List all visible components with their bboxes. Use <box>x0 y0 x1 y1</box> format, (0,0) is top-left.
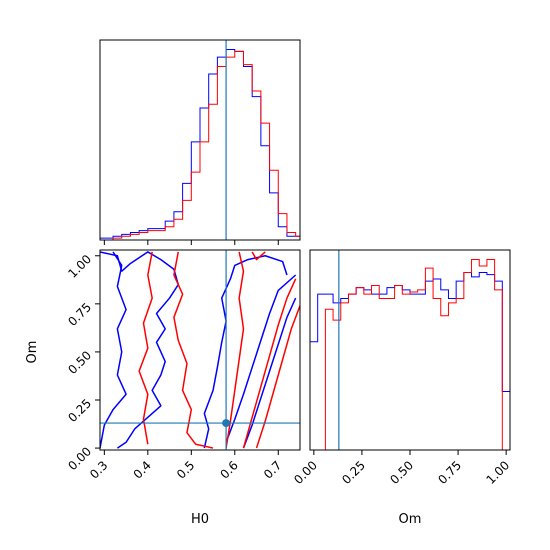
contour-line-2 <box>203 255 288 449</box>
joint-x-tick-label: 0.7 <box>261 458 284 481</box>
h0-hist-series-1 <box>100 50 301 241</box>
joint-y-tick-label: 0.25 <box>65 396 94 425</box>
contour-line-4 <box>242 297 297 449</box>
joint-y-tick-label: 1.00 <box>65 252 94 281</box>
h0-histogram-panel <box>99 39 301 245</box>
y-axis-label-om: Om <box>25 341 40 364</box>
x-axis-label-om: Om <box>399 512 422 527</box>
om-hist-series-1 <box>310 259 510 451</box>
joint-frame <box>99 249 301 451</box>
om-hist-tick-label: 0.75 <box>435 458 464 487</box>
om-hist-tick-label: 0.50 <box>387 458 416 487</box>
joint-y-tick-label: 0.50 <box>65 348 94 377</box>
contour-line-10 <box>251 251 266 261</box>
joint-x-tick-label: 0.3 <box>87 458 110 481</box>
om-hist-frame <box>309 249 511 451</box>
contour-line-1 <box>100 251 127 449</box>
om-hist-tick-label: 1.00 <box>483 458 512 487</box>
joint-x-tick-label: 0.6 <box>218 458 241 481</box>
contour-line-8 <box>242 278 297 449</box>
joint-x-tick-label: 0.4 <box>131 458 154 481</box>
contour-line-5 <box>138 251 153 445</box>
joint-contours <box>100 251 300 449</box>
om-hist-tick-label: 0.25 <box>339 458 368 487</box>
om-hist-series-0 <box>309 272 511 450</box>
om-hist-tick-label: 0.00 <box>291 458 320 487</box>
h0-hist-frame <box>99 39 301 241</box>
contour-line-7 <box>225 251 245 449</box>
h0-om-contour-panel: 0.3 0.4 0.5 0.6 0.70.000.250.500.751.00 <box>65 249 301 482</box>
om-histogram-panel: 0.00 0.25 0.50 0.75 1.00 <box>291 249 512 487</box>
contour-line-9 <box>255 305 300 449</box>
contour-line-3 <box>225 274 297 443</box>
contour-line-0 <box>100 251 180 449</box>
joint-truth-point <box>222 419 231 428</box>
joint-y-tick-label: 0.75 <box>65 300 94 329</box>
joint-x-tick-label: 0.5 <box>174 458 197 481</box>
contour-line-6 <box>173 251 214 449</box>
x-axis-label-h0: H0 <box>191 512 209 527</box>
